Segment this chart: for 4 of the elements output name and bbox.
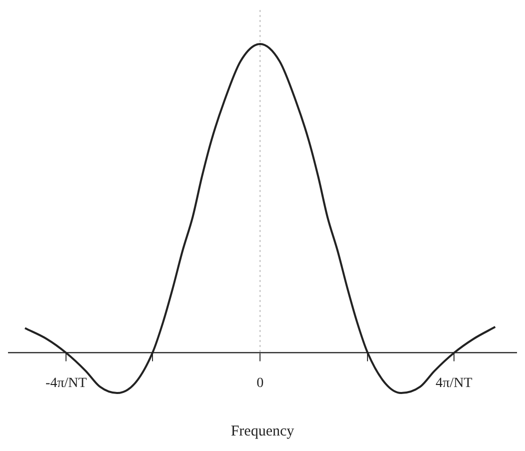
x-axis-title: Frequency <box>230 423 295 440</box>
x-tick-label: 4π/NT <box>436 376 473 391</box>
x-tick-label: 0 <box>256 376 264 391</box>
x-tick-label: -4π/NT <box>46 376 88 391</box>
